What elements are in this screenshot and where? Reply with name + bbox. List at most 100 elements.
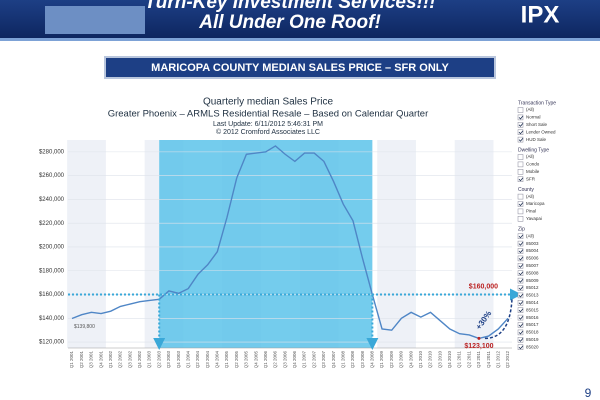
- filter-option: 85020: [526, 344, 539, 349]
- x-tick-label: Q2 2001: [79, 351, 84, 369]
- x-tick-label: Q1 2006: [263, 351, 268, 369]
- filter-checkbox: [517, 233, 524, 239]
- filter-title: Dwelling Type: [518, 147, 549, 153]
- x-tick-label: Q2 2005: [234, 351, 239, 369]
- x-tick-label: Q2 2002: [118, 351, 123, 369]
- y-tick-label: $200,000: [39, 245, 65, 251]
- x-tick-label: Q3 2002: [127, 351, 132, 369]
- x-tick-label: Q4 2003: [176, 351, 181, 369]
- page-number: 9: [585, 386, 592, 400]
- banner-line1: Turn-Key Investment Services!!!: [144, 0, 435, 13]
- filter-checkbox: [517, 255, 524, 262]
- x-tick-label: Q3 2008: [360, 351, 365, 369]
- filter-check: [518, 123, 524, 127]
- filter-check: [518, 137, 524, 142]
- ribbon: [104, 56, 496, 79]
- x-tick-label: Q3 2007: [321, 351, 326, 369]
- x-tick-label: Q1 2007: [302, 351, 307, 369]
- y-tick-label: $240,000: [39, 197, 65, 203]
- y-tick-label: $120,000: [39, 340, 65, 346]
- y-tick-label: $160,000: [39, 292, 65, 298]
- x-tick-label: Q4 2009: [408, 351, 413, 369]
- x-tick-label: Q4 2007: [331, 351, 336, 369]
- filter-check: [518, 177, 524, 182]
- x-tick-label: Q4 2005: [253, 351, 258, 369]
- filter-option: HUD Sale: [526, 137, 547, 142]
- filter-checkbox: [517, 322, 524, 328]
- filter-option: SFR: [526, 176, 536, 181]
- filter-check: [518, 249, 524, 254]
- filter-option: Short Sale: [526, 122, 548, 127]
- filter-checkbox: [517, 208, 524, 215]
- x-tick-label: Q1 2004: [185, 351, 190, 369]
- x-tick-label: Q3 2004: [205, 351, 210, 369]
- filter-option: (All): [526, 194, 534, 199]
- banner-line2: All Under One Roof!: [198, 12, 381, 33]
- filter-option: 85007: [526, 263, 539, 268]
- filter-check: [518, 130, 524, 135]
- chart-note: Last Update: 6/11/2012 5:46:31 PM: [213, 121, 323, 128]
- growth-arrow: [484, 298, 513, 340]
- ribbon-text: MARICOPA COUNTY MEDIAN SALES PRICE – SFR…: [151, 62, 449, 74]
- y-tick-label: $140,000: [39, 316, 65, 322]
- filter-option: (All): [526, 154, 534, 159]
- filter-check: [518, 286, 524, 291]
- x-tick-label: Q2 2011: [466, 351, 471, 368]
- reference-label: $160,000: [469, 283, 498, 290]
- filter-check: [518, 315, 524, 320]
- filter-check: [518, 330, 524, 335]
- filter-checkbox: [517, 292, 524, 299]
- x-tick-label: Q2 2004: [195, 351, 200, 369]
- low-marker: [477, 336, 481, 340]
- y-tick-label: $280,000: [39, 149, 65, 155]
- filter-option: 85017: [526, 322, 539, 327]
- filter-checkbox: [517, 176, 524, 182]
- low-label: $123,100: [464, 343, 493, 350]
- x-tick-label: Q3 2003: [166, 351, 171, 369]
- filter-option: Lender Owned: [526, 129, 556, 134]
- x-tick-label: Q4 2004: [215, 351, 220, 369]
- filter-option: Normal: [526, 115, 541, 120]
- x-tick-label: Q2 2006: [273, 351, 278, 369]
- filter-option: Yavapai: [526, 216, 542, 221]
- filter-checkbox: [517, 300, 524, 306]
- filter-check: [518, 293, 524, 298]
- x-tick-label: Q2 2010: [428, 351, 433, 369]
- y-tick-label: $260,000: [39, 173, 65, 179]
- x-tick-label: Q3 2010: [437, 351, 442, 369]
- filter-checkbox: [517, 240, 524, 247]
- filter-check: [518, 202, 524, 207]
- filter-checkbox: [517, 263, 524, 269]
- x-tick-label: Q1 2012: [495, 351, 500, 369]
- x-tick-label: Q2 2012: [505, 351, 510, 369]
- x-tick-label: Q1 2003: [147, 351, 152, 369]
- x-tick-label: Q2 2007: [311, 351, 316, 369]
- x-tick-label: Q3 2011: [476, 351, 481, 368]
- filter-check: [518, 115, 524, 120]
- x-tick-label: Q3 2001: [89, 351, 94, 369]
- filter-option: Condo: [526, 162, 540, 167]
- chart-title: Quarterly median Sales Price: [203, 97, 333, 108]
- filter-check: [518, 234, 524, 239]
- highlight-band: [159, 140, 373, 348]
- x-tick-label: Q4 2002: [137, 351, 142, 369]
- filter-option: 85014: [526, 300, 539, 305]
- x-tick-label: Q4 2008: [370, 351, 375, 369]
- year-band: [67, 140, 106, 348]
- x-tick-label: Q4 2010: [447, 351, 452, 369]
- filter-checkbox: [517, 307, 524, 313]
- filter-option: 85016: [526, 315, 539, 320]
- filter-checkbox: [517, 154, 524, 160]
- filter-checkbox: [517, 114, 524, 121]
- filter-check: [518, 345, 524, 350]
- x-tick-label: Q1 2008: [340, 351, 345, 369]
- filter-checkbox: [517, 344, 524, 350]
- x-tick-label: Q1 2010: [418, 351, 423, 369]
- x-tick-label: Q1 2001: [69, 351, 74, 369]
- filter-checkbox: [517, 337, 524, 343]
- filter-option: 85008: [526, 270, 539, 275]
- filter-checkbox: [517, 270, 524, 276]
- filter-option: 85009: [526, 278, 539, 283]
- filter-title: Transaction Type: [518, 100, 556, 106]
